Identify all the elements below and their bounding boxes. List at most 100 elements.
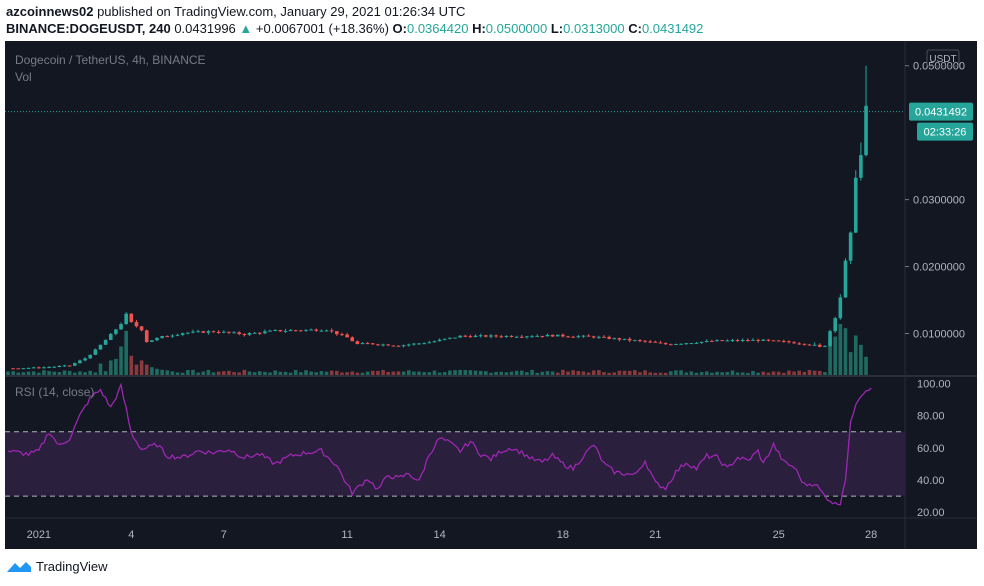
last-price-tag: 0.0431492 (915, 107, 967, 119)
volume-bar (93, 372, 98, 375)
chart-canvas[interactable]: 0.0500000 0.0300000 0.0200000 0.0100000 100.… (5, 41, 977, 549)
candle-body (288, 330, 293, 332)
candle-body (653, 341, 658, 343)
candle-body (31, 367, 36, 369)
candle-body (735, 340, 740, 342)
volume-bar (232, 372, 236, 375)
candle-body (62, 365, 67, 367)
volume-bar (674, 370, 678, 375)
price-axis-tick: 0.0100000 (913, 328, 965, 340)
volume-bar (370, 370, 375, 375)
candle-body (530, 336, 534, 338)
rsi-axis-tick: 60.00 (917, 443, 945, 455)
candle-body (273, 330, 277, 332)
volume-bar (833, 336, 838, 375)
volume-bar (550, 371, 555, 375)
candle-body (124, 313, 128, 325)
rsi-axis-tick: 100.00 (917, 378, 951, 390)
candle-body (689, 343, 694, 345)
symbol-label: BINANCE:DOGEUSDT, 240 (6, 21, 171, 36)
candle-body (422, 343, 426, 345)
volume-bar (612, 372, 617, 375)
volume-bar (396, 371, 401, 375)
candle-body (355, 341, 360, 344)
candle-body (252, 332, 257, 334)
candle-body (196, 331, 200, 333)
candle-body (848, 232, 853, 261)
countdown-tag-bg (917, 122, 973, 141)
candle-body (843, 260, 848, 298)
candle-body (535, 335, 540, 337)
volume-bar (684, 372, 689, 375)
candle-body (360, 343, 365, 345)
time-axis-tick: 4 (128, 529, 134, 541)
candle-body (242, 334, 247, 336)
candle-body (617, 338, 622, 340)
volume-bar (756, 372, 760, 375)
volume-bar (119, 346, 123, 375)
volume-bar (381, 369, 385, 375)
candle-body (144, 330, 149, 342)
candle-body (114, 329, 118, 334)
candle-body (216, 331, 221, 333)
volume-bar (720, 372, 724, 375)
volume-bar (21, 372, 26, 375)
volume-bar (386, 371, 391, 375)
volume-bar (103, 371, 108, 375)
volume-bar (658, 372, 663, 375)
candle-body (263, 331, 267, 334)
volume-bar (776, 371, 781, 375)
candle-body (427, 342, 432, 344)
candle-body (396, 345, 401, 347)
time-axis-tick: 28 (865, 529, 877, 541)
candle-body (586, 335, 591, 337)
candle-body (391, 345, 396, 347)
candle-body (432, 341, 437, 343)
volume-bar (47, 371, 51, 375)
volume-bar (170, 371, 175, 375)
candle-body (612, 338, 617, 340)
volume-bar (144, 364, 149, 375)
volume-bar (622, 370, 627, 375)
candle-body (129, 313, 134, 323)
candle-body (406, 344, 411, 346)
chart-panel[interactable]: 0.0500000 0.0300000 0.0200000 0.0100000 100.… (5, 41, 977, 549)
candle-body (751, 339, 755, 341)
volume-bar (124, 330, 128, 375)
volume-bar (812, 370, 817, 375)
candle-body (597, 336, 601, 338)
volume-bar (828, 339, 832, 375)
candle-body (730, 340, 735, 342)
candle-body (453, 337, 457, 339)
volume-bar (473, 370, 478, 375)
candle-body (134, 322, 139, 327)
candle-body (165, 336, 170, 338)
volume-bar (586, 372, 591, 375)
volume-bar (406, 370, 411, 375)
volume-bar (360, 372, 365, 375)
candle-body (817, 344, 822, 347)
low-value: 0.0313000 (563, 21, 625, 36)
candle-body (381, 344, 385, 346)
candle-body (792, 342, 796, 344)
volume-bar (242, 369, 247, 375)
volume-bar (319, 371, 324, 375)
candle-body (494, 335, 498, 337)
candle-body (812, 344, 817, 346)
candle-body (771, 340, 776, 342)
volume-bar (853, 335, 858, 375)
publisher-name: azcoinnews02 (6, 4, 94, 19)
volume-bar (848, 352, 853, 375)
volume-bar (52, 371, 57, 375)
volume-bar (663, 372, 668, 375)
candle-body (766, 339, 771, 341)
candle-body (782, 340, 786, 342)
candle-body (684, 343, 689, 345)
volume-bar (88, 370, 93, 375)
volume-bar (206, 369, 211, 375)
volume-bar (617, 370, 622, 375)
series-title: Dogecoin / TetherUS, 4h, BINANCE (15, 53, 206, 67)
candle-body (329, 330, 334, 332)
volume-bar (859, 344, 863, 375)
volume-bar (196, 372, 200, 375)
